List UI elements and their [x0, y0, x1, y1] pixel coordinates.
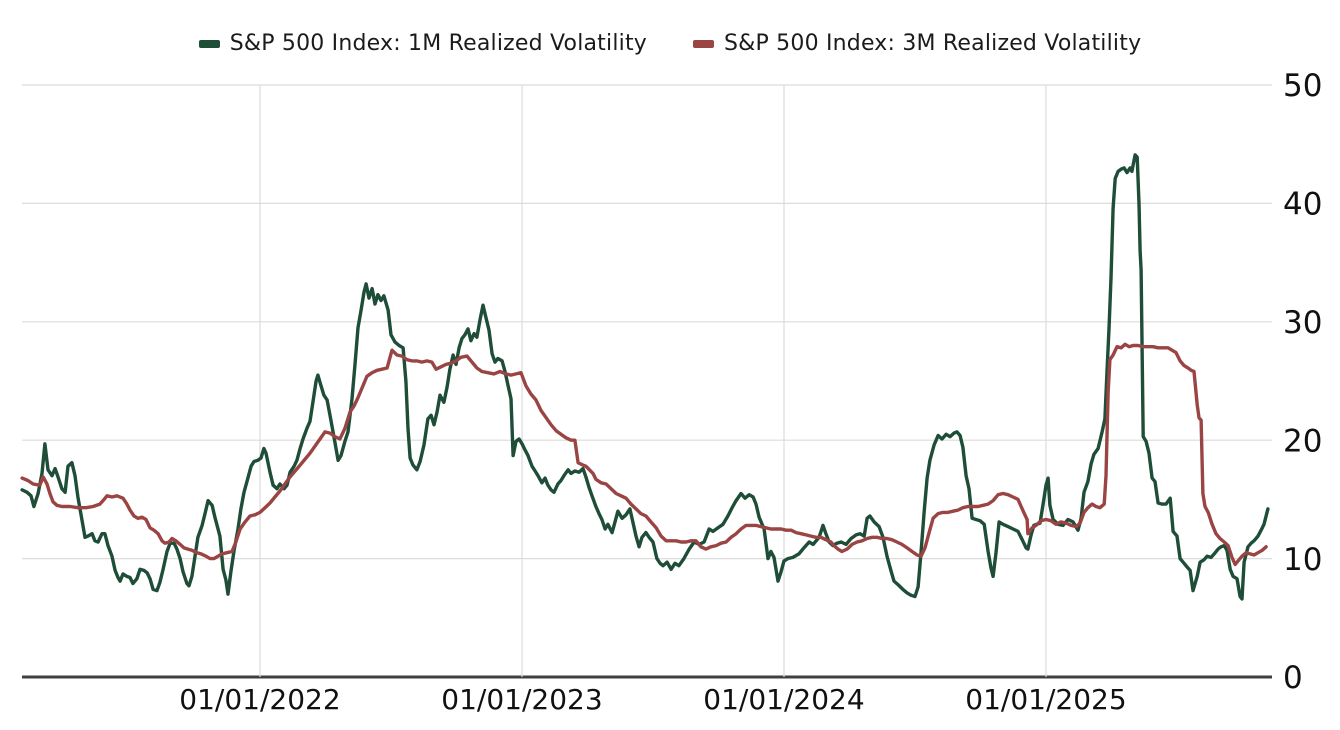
y-tick-label: 30: [1283, 305, 1322, 341]
axis-labels: 0 10 20 30 40 50 01/01/2022 01/01/2023 01/01/202…: [179, 68, 1322, 716]
series-line-3m: [20, 342, 1268, 567]
y-tick-label: 40: [1283, 187, 1322, 223]
legend: S&P 500 Index: 1M Realized Volatility S&…: [0, 31, 1340, 56]
x-tick-label: 01/01/2022: [179, 683, 340, 716]
legend-label-1m: S&P 500 Index: 1M Realized Volatility: [229, 31, 647, 56]
legend-swatch-1m-icon: [198, 39, 220, 48]
y-tick-label: 10: [1283, 542, 1322, 578]
series-lines: [20, 153, 1270, 601]
legend-label-3m: S&P 500 Index: 3M Realized Volatility: [724, 31, 1142, 56]
x-tick-label: 01/01/2024: [703, 683, 864, 716]
x-tick-label: 01/01/2025: [965, 683, 1126, 716]
gridlines: [22, 84, 1272, 679]
y-tick-label: 50: [1283, 68, 1322, 104]
x-tick-label: 01/01/2023: [441, 683, 602, 716]
y-tick-label: 0: [1283, 660, 1303, 696]
series-line-1m: [20, 153, 1270, 601]
legend-item-3m-realized-vol: S&P 500 Index: 3M Realized Volatility: [693, 31, 1141, 56]
legend-item-1m-realized-vol: S&P 500 Index: 1M Realized Volatility: [198, 31, 647, 56]
legend-swatch-3m-icon: [693, 39, 714, 48]
y-tick-label: 20: [1283, 423, 1322, 459]
